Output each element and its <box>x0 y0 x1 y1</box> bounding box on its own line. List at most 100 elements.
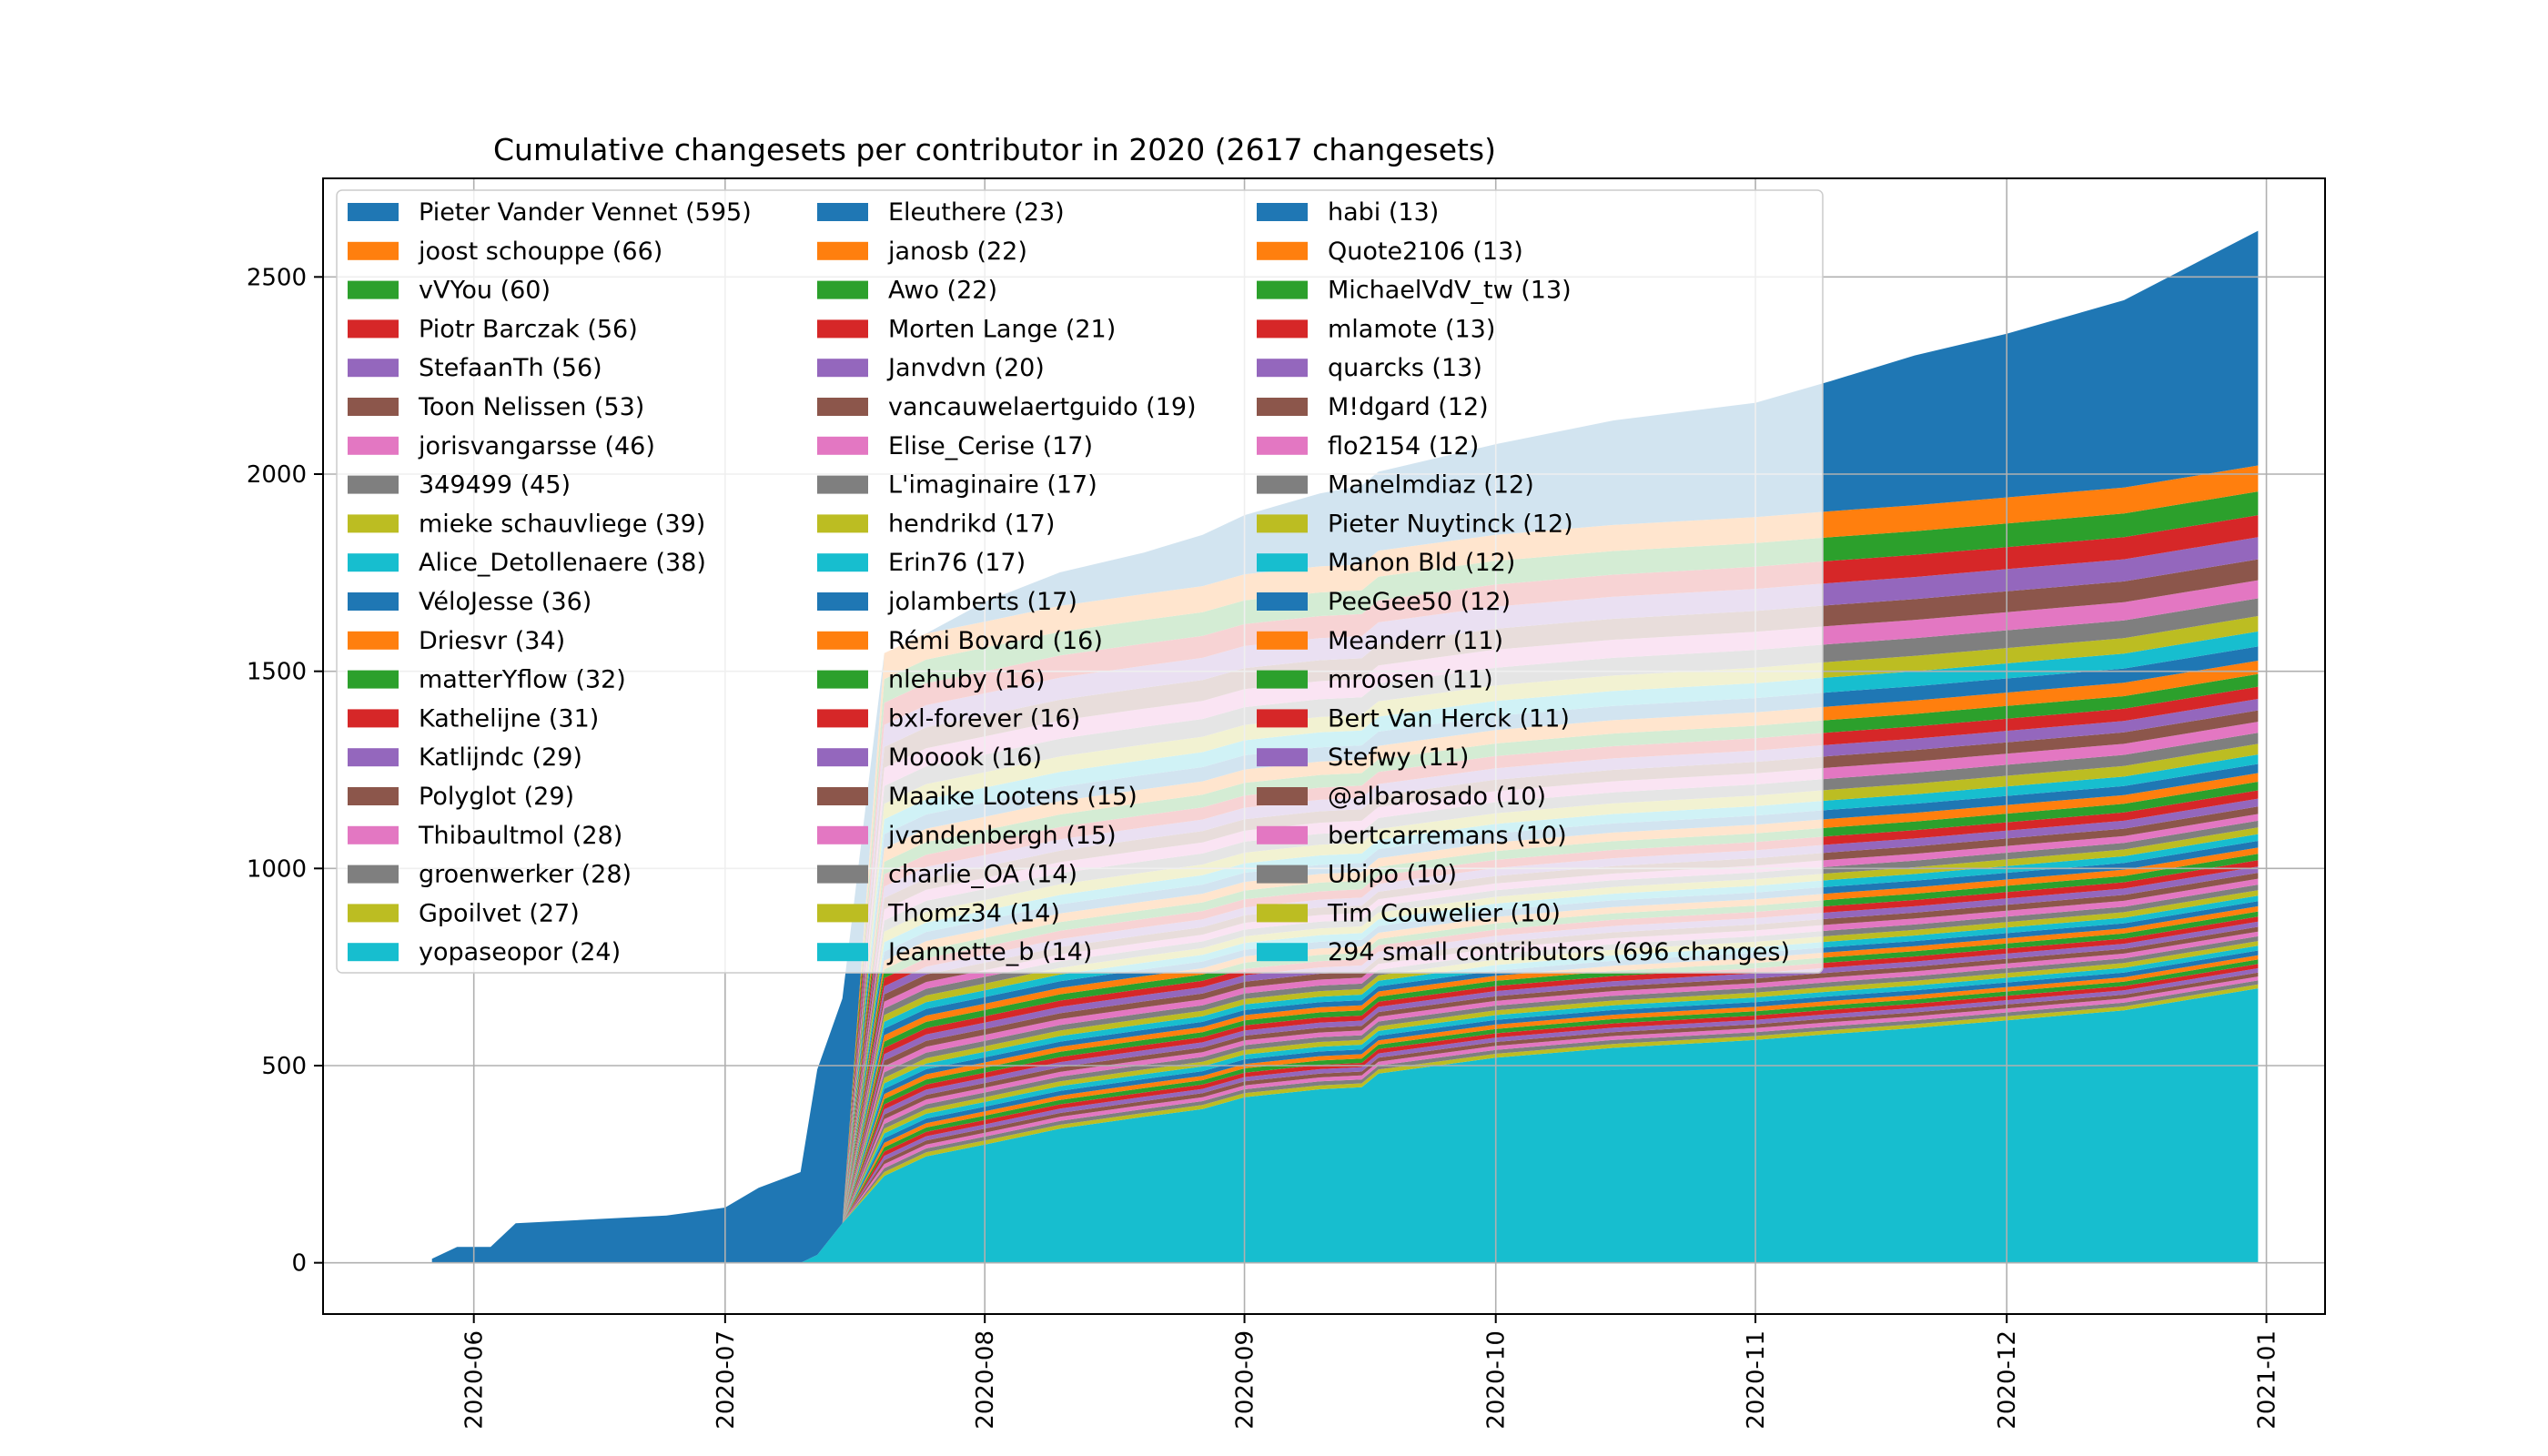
legend-swatch-51 <box>1257 631 1308 650</box>
legend-entry-42: MichaelVdV_tw (13) <box>1328 277 1572 305</box>
y-tick-label-4: 2000 <box>247 461 307 489</box>
legend-swatch-3 <box>348 319 399 339</box>
area-series-0 <box>431 988 2259 1263</box>
legend-entry-16: Thibaultmol (28) <box>418 822 622 850</box>
legend-swatch-31 <box>817 631 868 650</box>
legend-swatch-18 <box>348 904 399 923</box>
legend-entry-44: quarcks (13) <box>1328 354 1482 382</box>
legend-swatch-12 <box>348 670 399 689</box>
y-tick-label-2: 1000 <box>247 855 307 883</box>
legend-swatch-16 <box>348 825 399 844</box>
legend-swatch-25 <box>817 398 868 416</box>
legend-swatch-22 <box>817 280 868 299</box>
legend-entry-11: Driesvr (34) <box>419 627 565 655</box>
legend-entry-55: @albarosado (10) <box>1328 783 1546 811</box>
legend-swatch-2 <box>348 280 399 299</box>
legend-swatch-47 <box>1257 475 1308 494</box>
legend-swatch-42 <box>1257 280 1308 299</box>
legend-swatch-20 <box>817 203 868 221</box>
legend-swatch-4 <box>348 359 399 378</box>
legend-entry-52: mroosen (11) <box>1328 666 1493 694</box>
legend-swatch-44 <box>1257 359 1308 378</box>
legend-swatch-55 <box>1257 787 1308 805</box>
legend-swatch-15 <box>348 787 399 805</box>
legend-entry-7: 349499 (45) <box>419 471 571 500</box>
legend-entry-0: Pieter Vander Vennet (595) <box>419 198 752 227</box>
legend-entry-30: jolamberts (17) <box>887 588 1077 616</box>
legend-swatch-24 <box>817 359 868 378</box>
legend-entry-28: hendrikd (17) <box>888 510 1055 538</box>
legend-swatch-6 <box>348 436 399 455</box>
area-series-4 <box>431 972 2259 1263</box>
legend-entry-14: Katlijndc (29) <box>419 743 582 772</box>
legend-box <box>336 189 1824 974</box>
area-series-1 <box>431 984 2259 1263</box>
legend-swatch-5 <box>348 398 399 416</box>
y-tick-label-1: 500 <box>261 1053 307 1080</box>
legend-swatch-32 <box>817 670 868 689</box>
legend-entry-22: Awo (22) <box>888 277 997 305</box>
legend-swatch-49 <box>1257 553 1308 572</box>
area-series-7 <box>431 959 2259 1263</box>
legend-swatch-58 <box>1257 904 1308 923</box>
legend-entry-3: Piotr Barczak (56) <box>419 315 638 343</box>
x-tick-label-7: 2021-01 <box>2254 1330 2281 1430</box>
legend-swatch-39 <box>817 943 868 962</box>
legend-swatch-29 <box>817 553 868 572</box>
chart-title: Cumulative changesets per contributor in… <box>493 132 1496 167</box>
legend-swatch-34 <box>817 748 868 767</box>
legend-entry-50: PeeGee50 (12) <box>1328 588 1511 616</box>
area-series-3 <box>431 976 2259 1263</box>
legend-entry-32: nlehuby (16) <box>888 666 1046 694</box>
legend-entry-1: joost schouppe (66) <box>418 238 662 266</box>
x-tick-label-1: 2020-07 <box>713 1330 740 1430</box>
legend-entry-12: matterYflow (32) <box>419 666 626 694</box>
legend-swatch-45 <box>1257 398 1308 416</box>
legend-swatch-27 <box>817 475 868 494</box>
legend-entry-51: Meanderr (11) <box>1328 627 1503 655</box>
legend-entry-19: yopaseopor (24) <box>419 938 621 966</box>
legend-entry-56: bertcarremans (10) <box>1328 822 1567 850</box>
area-series-2 <box>431 980 2259 1263</box>
legend-entry-37: charlie_OA (14) <box>888 861 1077 889</box>
legend-entry-5: Toon Nelissen (53) <box>418 393 644 421</box>
legend-entry-10: VéloJesse (36) <box>419 588 592 616</box>
legend-entry-35: Maaike Lootens (15) <box>888 783 1138 811</box>
x-tick-label-4: 2020-10 <box>1483 1330 1511 1430</box>
legend: Pieter Vander Vennet (595) joost schouppe… <box>336 189 1824 974</box>
legend-entry-27: L'imaginaire (17) <box>888 471 1097 500</box>
legend-entry-4: StefaanTh (56) <box>419 354 602 382</box>
legend-swatch-13 <box>348 709 399 728</box>
legend-swatch-36 <box>817 825 868 844</box>
legend-swatch-26 <box>817 436 868 455</box>
legend-entry-45: M!dgard (12) <box>1328 393 1489 421</box>
x-tick-label-5: 2020-11 <box>1743 1330 1770 1430</box>
legend-swatch-46 <box>1257 436 1308 455</box>
legend-swatch-52 <box>1257 670 1308 689</box>
x-axis: 2020-06 2020-07 2020-08 2020-09 2020-10 2020-… <box>461 1314 2281 1430</box>
legend-swatch-41 <box>1257 241 1308 260</box>
plot-frame <box>322 177 2326 1315</box>
legend-swatch-37 <box>817 864 868 884</box>
legend-swatch-53 <box>1257 709 1308 728</box>
legend-entry-33: bxl-forever (16) <box>888 704 1080 733</box>
legend-swatch-40 <box>1257 203 1308 221</box>
legend-entry-40: habi (13) <box>1328 198 1439 227</box>
legend-swatch-8 <box>348 514 399 533</box>
legend-swatch-50 <box>1257 592 1308 611</box>
legend-swatch-57 <box>1257 864 1308 884</box>
legend-entry-54: Stefwy (11) <box>1328 743 1469 772</box>
legend-swatch-30 <box>817 592 868 611</box>
area-series-6 <box>431 964 2259 1263</box>
legend-entry-6: jorisvangarsse (46) <box>418 432 655 460</box>
legend-entry-46: flo2154 (12) <box>1328 432 1479 460</box>
legend-entry-21: janosb (22) <box>887 238 1027 266</box>
legend-entry-23: Morten Lange (21) <box>888 315 1116 343</box>
legend-entry-8: mieke schauvliege (39) <box>419 510 705 538</box>
legend-entry-49: Manon Bld (12) <box>1328 549 1515 577</box>
legend-swatch-54 <box>1257 748 1308 767</box>
legend-entry-36: jvandenbergh (15) <box>887 822 1117 850</box>
area-series-5 <box>431 968 2259 1263</box>
legend-entry-25: vancauwelaertguido (19) <box>888 393 1197 421</box>
